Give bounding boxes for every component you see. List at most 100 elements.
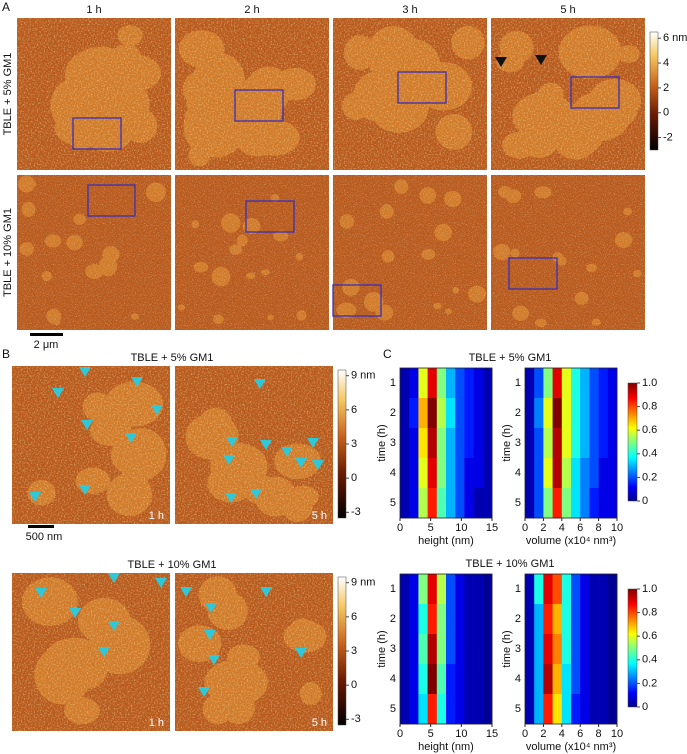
heatmap-cell [552, 604, 563, 635]
heatmap-cell [571, 368, 581, 399]
colorbar [337, 369, 347, 519]
panel-title: TBLE + 10% GM1 [466, 558, 555, 570]
heatmap-cell [534, 664, 544, 695]
heatmap-cell [464, 428, 474, 459]
plot-frame [524, 367, 618, 519]
time-label: 5 h [312, 717, 327, 729]
y-tick-label: 1 [390, 377, 396, 389]
heatmap-cell [580, 694, 590, 725]
panel-label: B [2, 347, 10, 361]
heatmap-cell [571, 664, 581, 695]
y-tick-label: 2 [390, 613, 396, 625]
heatmap-cell [571, 604, 581, 635]
arrowhead [81, 420, 93, 430]
arrowhead [180, 587, 192, 597]
heatmap-cell [464, 574, 474, 605]
arrowhead [155, 578, 167, 588]
heatmap-cell [464, 488, 474, 519]
heatmap-cell [473, 574, 484, 605]
heatmap-cell [589, 574, 599, 605]
heatmap-cell [543, 428, 553, 459]
heatmap-cell [589, 398, 599, 429]
y-tick-label: 3 [390, 437, 396, 449]
x-tick-label: 10 [455, 522, 467, 534]
heatmap-cell [464, 368, 474, 399]
heatmap-cell [580, 634, 590, 665]
heatmap-cell [589, 664, 599, 695]
heatmap-cell [418, 634, 428, 665]
heatmap-cell [525, 664, 535, 695]
heatmap-cell [525, 634, 535, 665]
x-tick-label: 4 [559, 522, 565, 534]
heatmap-cell [543, 694, 553, 725]
heatmap-cell [427, 458, 438, 489]
heatmap-cell [552, 488, 563, 519]
colorbar-tick-label: -3 [351, 506, 361, 518]
heatmap-cell [400, 488, 410, 519]
heatmap-cell [427, 664, 438, 695]
heatmap-cell [446, 634, 456, 665]
colorbar-tick-label: 0.6 [642, 630, 657, 642]
heatmap-cell [400, 634, 410, 665]
heatmap-cell [464, 634, 474, 665]
heatmap-cell [482, 398, 493, 429]
heatmap-cell [400, 574, 410, 605]
heatmap-cell [455, 634, 465, 665]
arrowhead [198, 687, 210, 697]
heatmap-cell [446, 458, 456, 489]
colorbar-tick-label: 6 nm [663, 32, 687, 44]
heatmap-cell [543, 398, 553, 429]
heatmap-cell [418, 458, 428, 489]
heatmap-cell [482, 574, 493, 605]
texture [175, 18, 329, 170]
heatmap-cell [525, 694, 535, 725]
heatmap-cell [482, 428, 493, 459]
heatmap-cell [400, 694, 410, 725]
heatmap-cell [446, 488, 456, 519]
arrowhead [260, 587, 272, 597]
heatmap-cell [400, 398, 410, 429]
roi-box [570, 76, 620, 109]
heatmap-cell [580, 398, 590, 429]
heatmap-cell [482, 488, 493, 519]
arrowhead [281, 447, 293, 457]
heatmap-cell [436, 604, 447, 635]
heatmap-cell [436, 398, 447, 429]
heatmap-cell [543, 574, 553, 605]
x-axis-label: volume (x10⁴ nm³) [526, 741, 616, 753]
heatmap-cell [589, 368, 599, 399]
heatmap-cell [525, 488, 535, 519]
heatmap-cell [543, 604, 553, 635]
heatmap-cell [473, 488, 484, 519]
heatmap-cell [525, 604, 535, 635]
heatmap-cell [552, 398, 563, 429]
heatmap-cell [607, 458, 618, 489]
arrowhead [307, 438, 319, 448]
x-tick-label: 10 [611, 728, 623, 740]
y-tick-label: 1 [390, 583, 396, 595]
heatmap-cell [482, 634, 493, 665]
heatmap-cell [409, 634, 419, 665]
colorbar-tick-label: 6 [351, 611, 357, 623]
heatmap-cell [446, 428, 456, 459]
heatmap-cell [446, 398, 456, 429]
texture [17, 18, 171, 170]
arrowhead [260, 440, 272, 450]
heatmap-cell [552, 428, 563, 459]
y-tick-label: 3 [515, 643, 521, 655]
colorbar-tick-label: 3 [351, 645, 357, 657]
heatmap-cell [534, 604, 544, 635]
y-tick-label: 2 [515, 613, 521, 625]
heatmap-cell [455, 488, 465, 519]
texture [333, 18, 487, 170]
x-tick-label: 10 [611, 522, 623, 534]
y-tick-label: 5 [390, 703, 396, 715]
heatmap-cell [607, 694, 618, 725]
heatmap-cell [534, 694, 544, 725]
heatmap-cell [436, 458, 447, 489]
y-tick-label: 5 [515, 703, 521, 715]
heatmap-cell [571, 398, 581, 429]
arrowhead [131, 377, 143, 387]
scale-bar-label: 2 μm [34, 339, 59, 351]
